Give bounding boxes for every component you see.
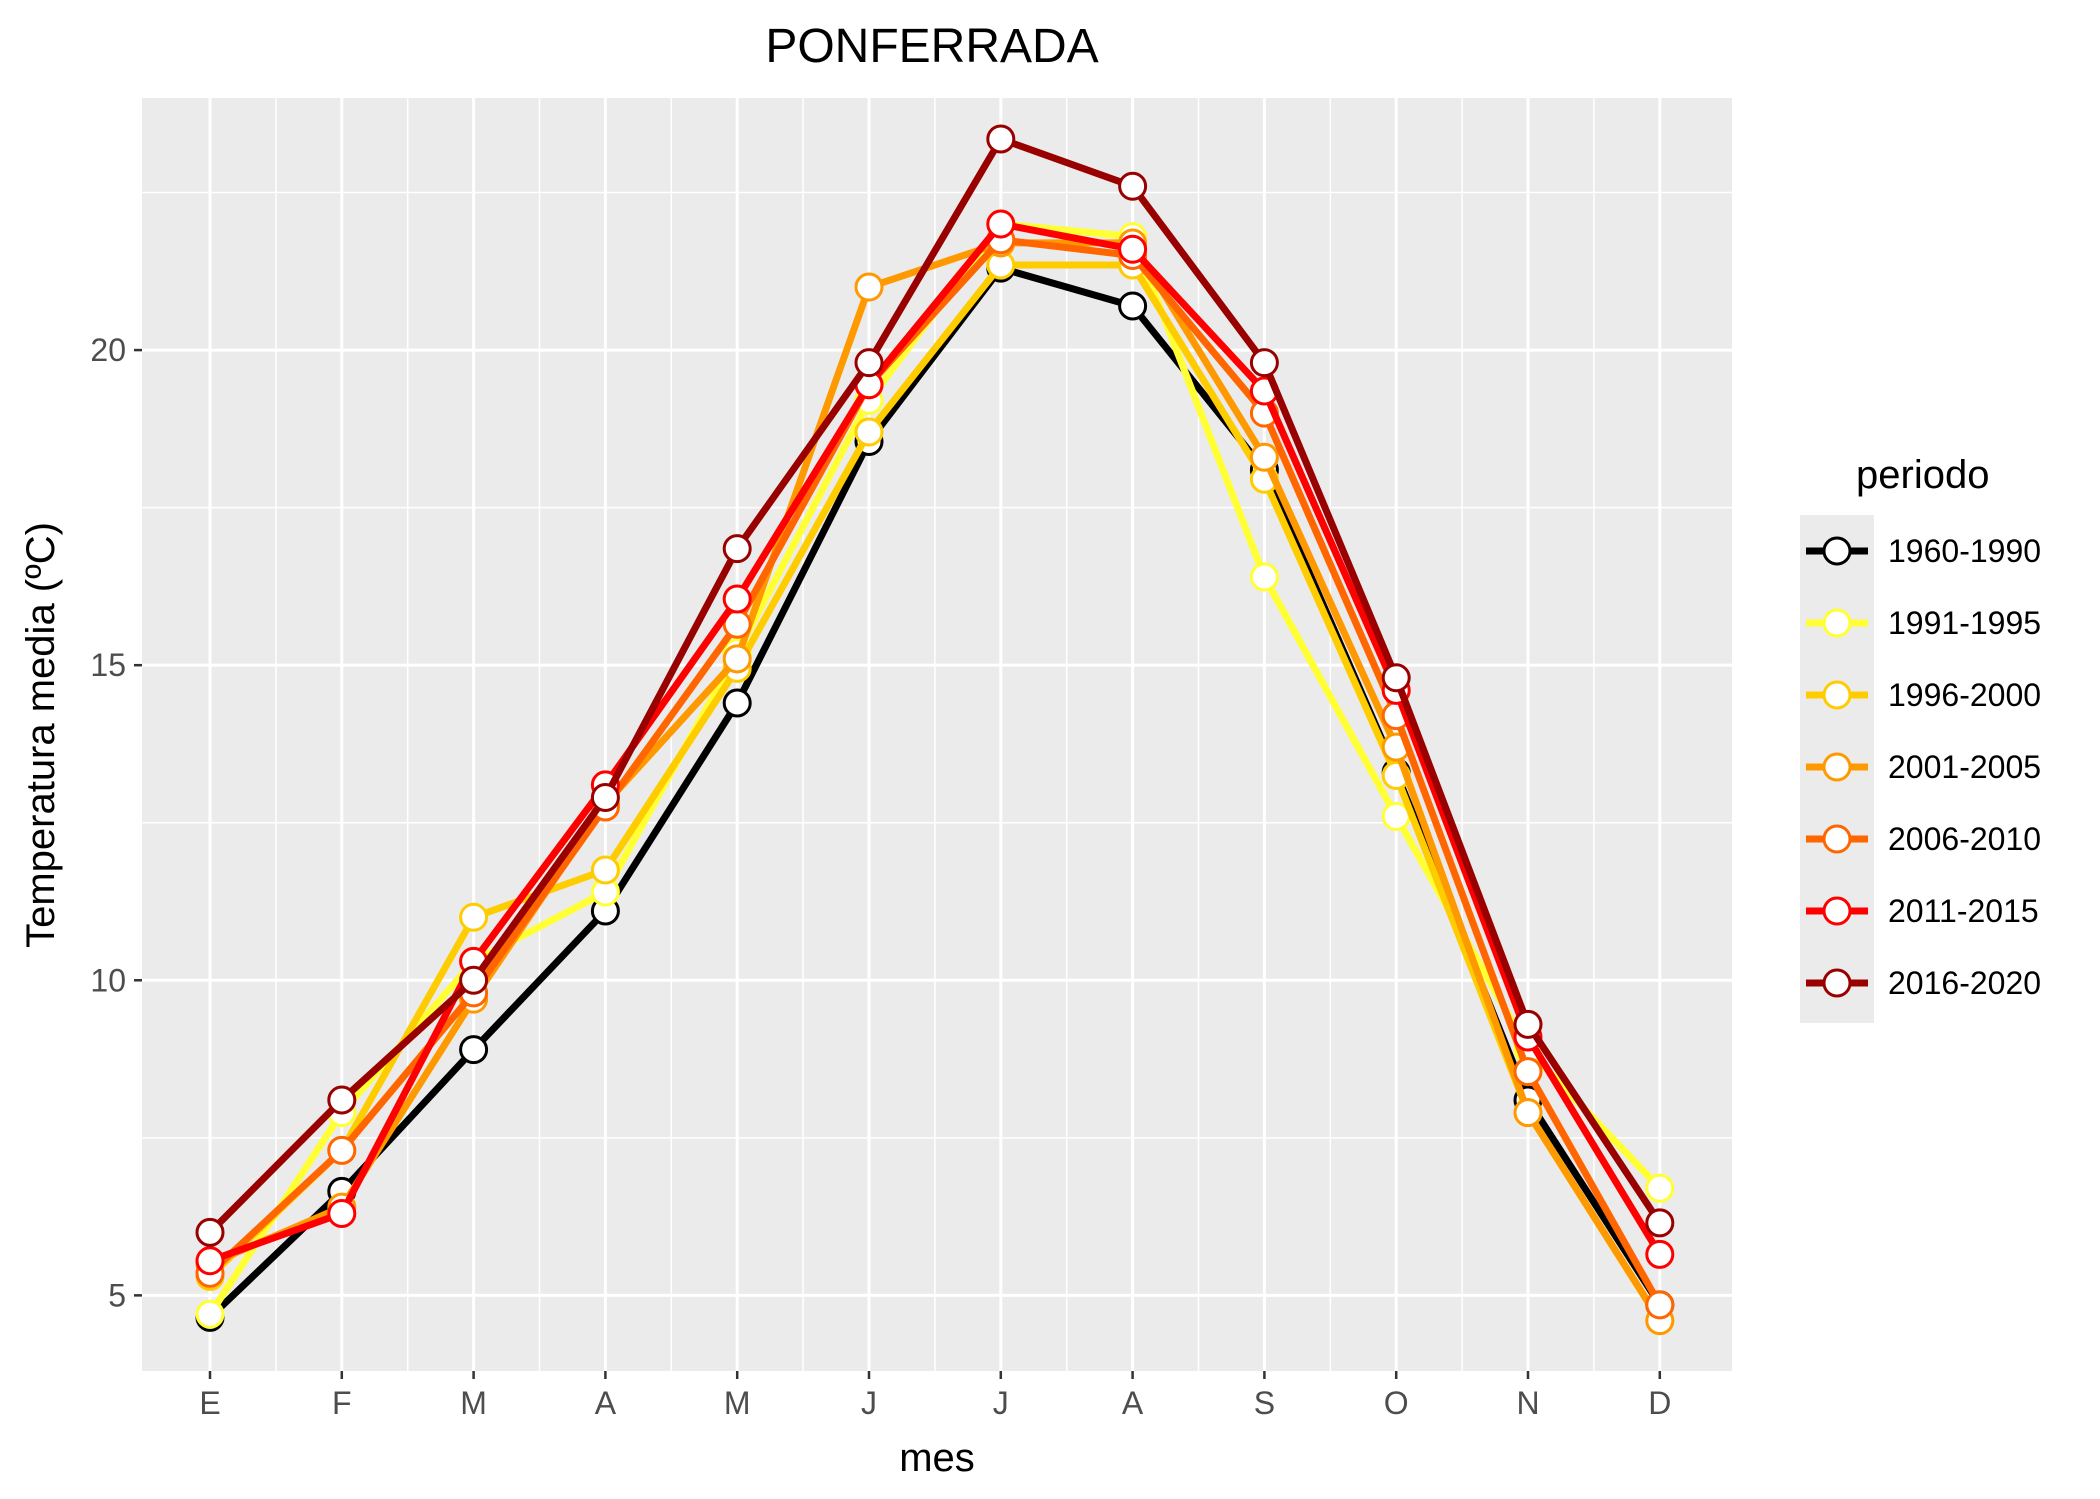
x-tick-label: J (861, 1385, 877, 1421)
data-point (986, 209, 1016, 239)
legend-item: 2001-2005 (1806, 749, 2041, 785)
data-point (1645, 1208, 1675, 1238)
y-tick-label: 15 (90, 647, 126, 683)
data-point (854, 272, 884, 302)
data-point (986, 124, 1016, 154)
data-point (1249, 562, 1279, 592)
data-point (1645, 1290, 1675, 1320)
data-point (722, 584, 752, 614)
legend-item: 1991-1995 (1806, 605, 2041, 641)
y-axis-title: Temperatura media (ºC) (19, 522, 63, 948)
axes: 5 10 15 20 E F M A M J J A S O N D (90, 332, 1671, 1421)
legend-key-point (1822, 968, 1852, 998)
data-series (195, 124, 1675, 1336)
data-point (1118, 291, 1148, 321)
legend-key-point (1822, 896, 1852, 926)
x-tick-label: D (1648, 1385, 1671, 1421)
data-point (854, 348, 884, 378)
data-point (854, 417, 884, 447)
data-point (722, 534, 752, 564)
legend-label: 2006-2010 (1888, 821, 2041, 857)
data-point (327, 1198, 357, 1228)
y-tick-label: 5 (108, 1277, 126, 1313)
data-point (1118, 171, 1148, 201)
legend-label: 1960-1990 (1888, 533, 2041, 569)
x-tick-label: A (1122, 1385, 1144, 1421)
x-tick-label: E (199, 1385, 220, 1421)
data-point (1513, 1057, 1543, 1087)
data-point (722, 644, 752, 674)
data-point (1249, 442, 1279, 472)
series-line (207, 261, 1663, 1323)
legend-item: 2016-2020 (1806, 965, 2041, 1001)
series-line (207, 135, 1663, 1235)
x-tick-label: M (724, 1385, 751, 1421)
legend-item: 1960-1990 (1806, 533, 2041, 569)
y-tick-label: 10 (90, 962, 126, 998)
data-point (459, 902, 489, 932)
data-point (1118, 234, 1148, 264)
x-tick-label: M (460, 1385, 487, 1421)
data-point (1645, 1239, 1675, 1269)
data-point (195, 1299, 225, 1329)
legend-label: 2016-2020 (1888, 965, 2041, 1001)
x-tick-label: N (1516, 1385, 1539, 1421)
legend-label: 2011-2015 (1888, 893, 2039, 929)
y-tick-label: 20 (90, 332, 126, 368)
x-tick-label: A (595, 1385, 617, 1421)
series-line (208, 239, 1663, 1323)
x-tick-label: O (1384, 1385, 1409, 1421)
data-point (195, 1217, 225, 1247)
data-point (327, 1135, 357, 1165)
x-axis-title: mes (899, 1436, 975, 1480)
chart-title: PONFERRADA (765, 20, 1098, 73)
data-point (459, 965, 489, 995)
legend-key-point (1822, 536, 1852, 566)
legend: periodo 1960-1990 1991-1995 1996-2000 2001-… (1800, 453, 2041, 1023)
legend-key-point (1822, 824, 1852, 854)
data-point (1513, 1009, 1543, 1039)
x-tick-label: F (332, 1385, 352, 1421)
series-line (207, 236, 1663, 1307)
plot-panel (142, 98, 1732, 1371)
data-point (327, 1085, 357, 1115)
data-point (590, 783, 620, 813)
data-point (722, 688, 752, 718)
data-point (1513, 1098, 1543, 1128)
legend-label: 1996-2000 (1888, 677, 2041, 713)
x-tick-label: S (1254, 1385, 1275, 1421)
legend-item: 2011-2015 (1806, 893, 2039, 929)
legend-key-point (1822, 752, 1852, 782)
legend-label: 2001-2005 (1888, 749, 2041, 785)
legend-key-point (1822, 608, 1852, 638)
legend-title: periodo (1856, 453, 1989, 497)
legend-label: 1991-1995 (1888, 605, 2041, 641)
data-point (1249, 348, 1279, 378)
x-tick-label: J (993, 1385, 1009, 1421)
legend-item: 2006-2010 (1806, 821, 2041, 857)
data-point (195, 1246, 225, 1276)
data-point (1381, 663, 1411, 693)
legend-key-point (1822, 680, 1852, 710)
data-point (1645, 1173, 1675, 1203)
series-2016-2020 (195, 124, 1675, 1247)
data-point (459, 1035, 489, 1065)
data-point (590, 855, 620, 885)
legend-item: 1996-2000 (1806, 677, 2041, 713)
